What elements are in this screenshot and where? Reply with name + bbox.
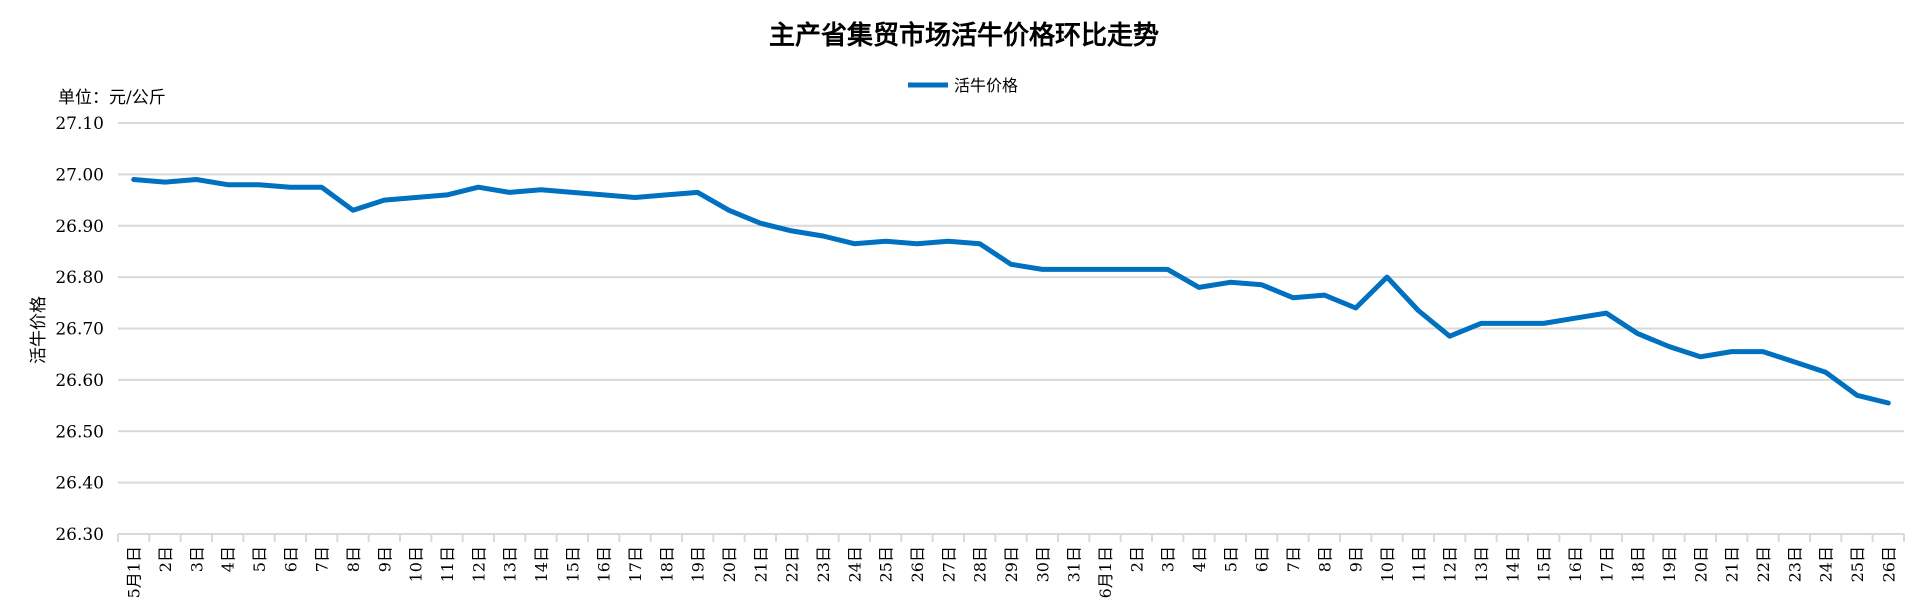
x-tick-label: 24日 xyxy=(1817,546,1836,582)
x-tick-label: 30日 xyxy=(1033,546,1052,582)
x-tick-label: 14日 xyxy=(1503,546,1522,582)
x-tick-label: 19日 xyxy=(689,546,708,582)
x-tick-label: 21日 xyxy=(751,546,770,582)
x-tick-label: 20日 xyxy=(1691,546,1710,582)
y-tick-label: 26.40 xyxy=(55,474,104,494)
unit-label: 单位：元/公斤 xyxy=(58,88,166,108)
x-tick-label: 26日 xyxy=(908,546,927,582)
x-tick-label: 18日 xyxy=(1629,546,1648,582)
x-tick-label: 25日 xyxy=(1848,546,1867,582)
x-tick-label: 5日 xyxy=(250,546,269,572)
x-tick-label: 5月1日 xyxy=(125,546,144,598)
x-tick-label: 19日 xyxy=(1660,546,1679,582)
x-tick-label: 9日 xyxy=(375,546,394,572)
x-tick-label: 3日 xyxy=(187,546,206,572)
legend-label: 活牛价格 xyxy=(954,76,1018,95)
x-tick-label: 12日 xyxy=(1441,546,1460,582)
x-tick-label: 28日 xyxy=(971,546,990,582)
x-tick-label: 15日 xyxy=(563,546,582,582)
y-tick-label: 26.70 xyxy=(55,320,104,340)
x-tick-label: 10日 xyxy=(407,546,426,582)
legend: 活牛价格 xyxy=(908,76,1018,95)
x-tick-label: 23日 xyxy=(1785,546,1804,582)
x-tick-label: 8日 xyxy=(1315,546,1334,572)
x-tick-label: 8日 xyxy=(344,546,363,572)
x-tick-label: 2日 xyxy=(156,546,175,572)
x-tick-label: 11日 xyxy=(1409,546,1428,582)
x-tick-label: 10日 xyxy=(1378,546,1397,582)
x-tick-label: 7日 xyxy=(313,546,332,572)
x-tick-label: 3日 xyxy=(1159,546,1178,572)
x-tick-label: 12日 xyxy=(469,546,488,582)
x-tick-label: 16日 xyxy=(595,546,614,582)
x-tick-label: 27日 xyxy=(939,546,958,582)
x-tick-label: 9日 xyxy=(1347,546,1366,572)
x-tick-label: 15日 xyxy=(1535,546,1554,582)
x-tick-label: 6日 xyxy=(1253,546,1272,572)
x-tick-label: 20日 xyxy=(720,546,739,582)
series-line xyxy=(131,177,1891,406)
x-tick-label: 16日 xyxy=(1566,546,1585,582)
y-tick-label: 26.30 xyxy=(55,525,104,545)
x-tick-label: 6月1日 xyxy=(1096,546,1115,598)
x-tick-label: 18日 xyxy=(657,546,676,582)
x-tick-label: 4日 xyxy=(219,546,238,572)
x-tick-label: 17日 xyxy=(1597,546,1616,582)
x-tick-label: 26日 xyxy=(1879,546,1898,582)
x-tick-label: 25日 xyxy=(877,546,896,582)
x-tick-label: 6日 xyxy=(281,546,300,572)
y-axis-label: 活牛价格 xyxy=(29,296,49,364)
y-tick-label: 26.90 xyxy=(55,217,104,237)
x-tick-label: 31日 xyxy=(1065,546,1084,582)
x-tick-label: 22日 xyxy=(783,546,802,582)
chart-title: 主产省集贸市场活牛价格环比走势 xyxy=(769,20,1159,51)
x-tick-label: 13日 xyxy=(501,546,520,582)
y-tick-label: 26.80 xyxy=(55,268,104,288)
x-tick-label: 2日 xyxy=(1127,546,1146,572)
x-tick-label: 17日 xyxy=(626,546,645,582)
y-tick-label: 27.00 xyxy=(55,165,104,185)
y-tick-label: 26.50 xyxy=(55,422,104,442)
x-tick-label: 7日 xyxy=(1284,546,1303,572)
x-tick-label: 4日 xyxy=(1190,546,1209,572)
y-tick-label: 27.10 xyxy=(55,114,104,134)
x-tick-label: 24日 xyxy=(845,546,864,582)
x-tick-label: 11日 xyxy=(438,546,457,582)
x-tick-label: 21日 xyxy=(1723,546,1742,582)
x-tick-label: 13日 xyxy=(1472,546,1491,582)
x-tick-label: 29日 xyxy=(1002,546,1021,582)
x-tick-label: 14日 xyxy=(532,546,551,582)
x-tick-label: 22日 xyxy=(1754,546,1773,582)
x-tick-label: 5日 xyxy=(1221,546,1240,572)
y-tick-label: 26.60 xyxy=(55,371,104,391)
x-tick-label: 23日 xyxy=(814,546,833,582)
